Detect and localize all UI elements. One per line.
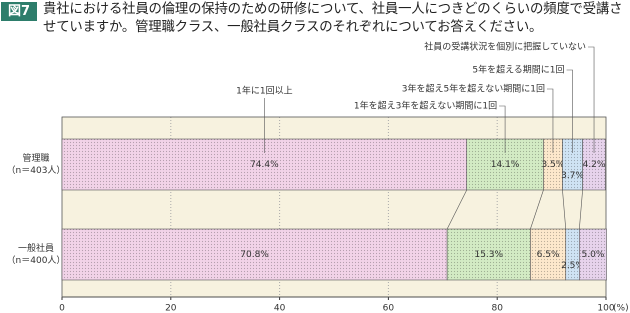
x-tick-label: 80	[491, 304, 503, 313]
data-label: 15.3%	[474, 250, 503, 260]
leader-line	[588, 46, 595, 153]
leader-line	[566, 69, 573, 153]
x-tick-label: 40	[274, 304, 286, 313]
x-tick-label: 20	[165, 304, 177, 313]
legend-label: 1年を超え3年を超えない期間に1回	[354, 100, 497, 112]
category-label: 管理職	[22, 152, 49, 164]
figure-label: 図7	[1, 2, 37, 21]
data-label: 6.5%	[537, 250, 560, 260]
plot-frame	[61, 116, 607, 298]
chart-title: 貴社における社員の倫理の保持のための研修について、社員一人につきどのくらいの頻度…	[43, 2, 623, 35]
leader-line	[499, 105, 506, 153]
category-note: （n＝403人）	[7, 165, 66, 176]
data-label: 74.4%	[250, 160, 279, 170]
texture	[579, 229, 607, 280]
texture	[530, 229, 566, 280]
legend-label: 5年を超える期間に1回	[472, 64, 564, 76]
connector	[446, 189, 468, 230]
x-axis-unit: (%)	[613, 304, 629, 313]
x-tick-label: 0	[59, 304, 65, 313]
legend-label: 1年に1回以上	[236, 85, 292, 97]
x-tick-label: 100	[597, 304, 614, 313]
texture	[562, 139, 583, 190]
leader-line	[546, 88, 554, 153]
legend-label: 3年を超え5年を超えない期間に1回	[402, 83, 545, 95]
data-label: 3.5%	[542, 160, 565, 170]
data-label: 4.2%	[583, 160, 606, 170]
data-label: 2.5%	[561, 261, 584, 271]
connector	[579, 189, 583, 230]
texture	[62, 229, 448, 280]
data-label: 70.8%	[240, 250, 269, 260]
texture	[447, 229, 531, 280]
category-label: 一般社員	[18, 242, 54, 254]
connector	[530, 189, 544, 230]
legend-label: 社員の受講状況を個別に把握していない	[424, 41, 586, 53]
texture	[565, 229, 580, 280]
x-tick-label: 60	[383, 304, 395, 313]
data-label: 3.7%	[561, 171, 584, 181]
data-label: 14.1%	[491, 160, 520, 170]
connector	[562, 189, 567, 230]
data-label: 5.0%	[582, 250, 605, 260]
texture	[582, 139, 606, 190]
texture	[543, 139, 563, 190]
category-note: （n＝400人）	[7, 255, 66, 266]
